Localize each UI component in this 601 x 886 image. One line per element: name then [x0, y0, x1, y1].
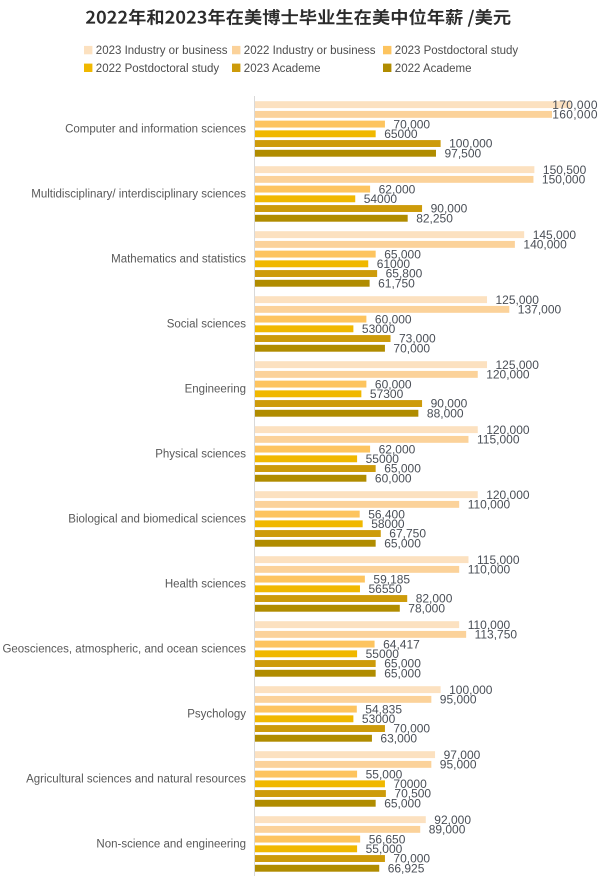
svg-text:Social sciences: Social sciences [167, 318, 247, 330]
svg-text:113,750: 113,750 [475, 628, 518, 642]
svg-text:2023 Industry or business: 2023 Industry or business [96, 45, 228, 57]
svg-text:2022 Academe: 2022 Academe [395, 63, 472, 75]
svg-text:54,835: 54,835 [365, 702, 402, 716]
svg-text:65,000: 65,000 [384, 797, 421, 811]
svg-text:70000: 70000 [393, 777, 427, 791]
svg-text:Multidisciplinary/ interdiscip: Multidisciplinary/ interdisciplinary sci… [31, 188, 246, 200]
svg-text:56550: 56550 [369, 582, 403, 596]
svg-text:2023 Postdoctoral study: 2023 Postdoctoral study [395, 45, 519, 57]
svg-text:110,000: 110,000 [468, 618, 511, 632]
svg-text:100,000: 100,000 [449, 137, 493, 151]
svg-text:55000: 55000 [366, 452, 400, 466]
svg-text:70,000: 70,000 [393, 117, 430, 131]
svg-text:53000: 53000 [362, 712, 396, 726]
svg-text:92,000: 92,000 [434, 813, 471, 827]
svg-text:66,925: 66,925 [388, 862, 425, 876]
svg-text:82,000: 82,000 [416, 592, 453, 606]
svg-text:Health sciences: Health sciences [165, 578, 246, 590]
svg-text:90,000: 90,000 [431, 202, 468, 216]
svg-text:Engineering: Engineering [185, 383, 246, 395]
svg-text:62,000: 62,000 [379, 442, 416, 456]
svg-text:125,000: 125,000 [496, 358, 540, 372]
svg-text:170,000: 170,000 [552, 98, 598, 112]
svg-text:145,000: 145,000 [533, 228, 577, 242]
svg-text:61,750: 61,750 [378, 276, 415, 290]
svg-text:2023 Academe: 2023 Academe [244, 63, 321, 75]
svg-text:67,750: 67,750 [389, 527, 426, 541]
svg-text:78,000: 78,000 [408, 602, 445, 616]
svg-text:120,000: 120,000 [486, 423, 530, 437]
svg-text:95,000: 95,000 [440, 758, 477, 772]
svg-text:140,000: 140,000 [523, 238, 567, 252]
svg-text:70,000: 70,000 [393, 722, 430, 736]
svg-text:88,000: 88,000 [427, 406, 464, 420]
svg-text:65,000: 65,000 [384, 247, 421, 261]
svg-text:56,650: 56,650 [369, 832, 406, 846]
svg-text:125,000: 125,000 [496, 293, 540, 307]
svg-text:54000: 54000 [364, 192, 398, 206]
svg-text:65,000: 65,000 [384, 462, 421, 476]
svg-text:60,000: 60,000 [375, 377, 412, 391]
svg-text:63,000: 63,000 [380, 732, 417, 746]
svg-text:53000: 53000 [362, 322, 396, 336]
svg-text:150,500: 150,500 [543, 163, 587, 177]
svg-text:55,000: 55,000 [366, 767, 403, 781]
svg-text:2022 Industry or business: 2022 Industry or business [244, 45, 376, 57]
svg-text:110,000: 110,000 [468, 563, 511, 577]
svg-text:100,000: 100,000 [449, 683, 493, 697]
svg-text:90,000: 90,000 [431, 397, 468, 411]
svg-text:97,500: 97,500 [445, 146, 482, 160]
svg-text:60,000: 60,000 [375, 312, 412, 326]
svg-text:120,000: 120,000 [486, 488, 530, 502]
svg-text:Geosciences, atmospheric, and: Geosciences, atmospheric, and ocean scie… [2, 643, 246, 655]
svg-text:59,185: 59,185 [373, 572, 410, 586]
svg-text:Non-science and engineering: Non-science and engineering [96, 838, 246, 850]
svg-text:160,000: 160,000 [552, 108, 598, 122]
svg-text:137,000: 137,000 [518, 303, 562, 317]
svg-text:60,000: 60,000 [375, 471, 412, 485]
svg-text:120,000: 120,000 [486, 368, 530, 382]
svg-text:55,000: 55,000 [366, 842, 403, 856]
svg-text:73,000: 73,000 [399, 332, 436, 346]
svg-text:115,000: 115,000 [477, 553, 520, 567]
svg-text:62,000: 62,000 [379, 182, 416, 196]
svg-text:70,000: 70,000 [393, 341, 430, 355]
svg-text:Physical sciences: Physical sciences [155, 448, 246, 460]
svg-text:70,000: 70,000 [393, 852, 430, 866]
svg-text:65,800: 65,800 [386, 267, 423, 281]
svg-text:110,000: 110,000 [468, 498, 511, 512]
svg-text:55000: 55000 [366, 647, 400, 661]
svg-text:89,000: 89,000 [429, 823, 466, 837]
svg-text:65000: 65000 [384, 127, 418, 141]
svg-text:65,000: 65,000 [384, 537, 421, 551]
svg-text:65,000: 65,000 [384, 667, 421, 681]
svg-text:65,000: 65,000 [384, 657, 421, 671]
svg-text:150,000: 150,000 [542, 173, 586, 187]
svg-text:95,000: 95,000 [440, 693, 477, 707]
svg-text:2022 Postdoctoral study: 2022 Postdoctoral study [96, 63, 220, 75]
svg-text:Mathematics and statistics: Mathematics and statistics [111, 253, 246, 265]
svg-text:Computer and information scien: Computer and information sciences [65, 123, 246, 135]
svg-text:115,000: 115,000 [477, 433, 520, 447]
svg-text:57300: 57300 [370, 387, 404, 401]
svg-text:97,000: 97,000 [444, 748, 481, 762]
svg-text:61000: 61000 [377, 257, 411, 271]
svg-text:Agricultural sciences and natu: Agricultural sciences and natural resour… [26, 773, 246, 785]
svg-text:56,400: 56,400 [368, 507, 405, 521]
svg-text:82,250: 82,250 [416, 211, 453, 225]
svg-text:64,417: 64,417 [383, 637, 420, 651]
svg-text:Psychology: Psychology [187, 708, 246, 720]
svg-text:Biological and biomedical scie: Biological and biomedical sciences [68, 513, 246, 525]
svg-text:58000: 58000 [371, 517, 405, 531]
svg-text:70,500: 70,500 [394, 787, 431, 801]
